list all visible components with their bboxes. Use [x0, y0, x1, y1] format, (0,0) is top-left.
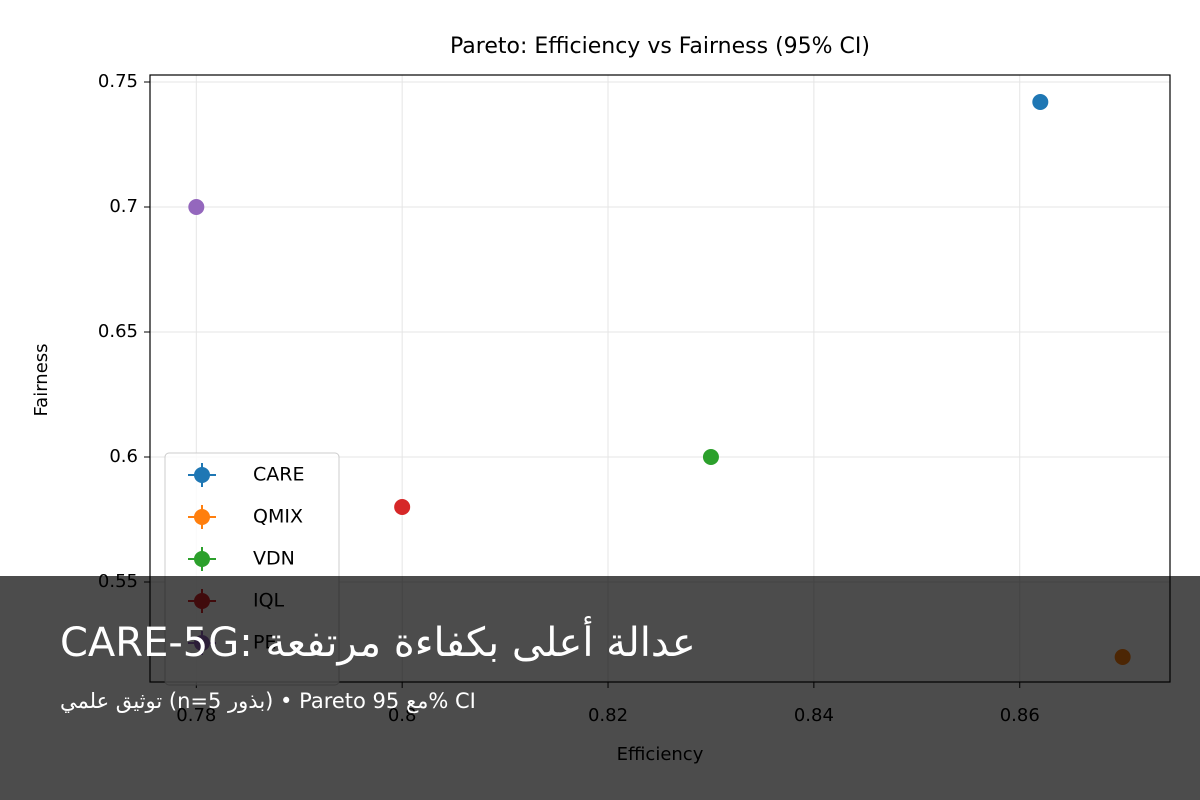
- overlay-subtitle: توثيق علمي (n=5 بذور) • Pareto مع 95% CI: [60, 689, 476, 713]
- legend-entry: VDN: [188, 547, 295, 571]
- legend-marker: [194, 509, 210, 525]
- point: [1032, 94, 1049, 110]
- legend-label: CARE: [253, 464, 304, 486]
- point: [702, 449, 719, 465]
- chart-title: Pareto: Efficiency vs Fairness (95% CI): [450, 34, 870, 59]
- point: [188, 199, 205, 215]
- overlay-banner: [0, 576, 1200, 800]
- point: [394, 499, 411, 515]
- y-tick-label: 0.75: [98, 71, 138, 92]
- legend-entry: CARE: [188, 463, 304, 487]
- legend-marker: [194, 467, 210, 483]
- y-tick-label: 0.65: [98, 321, 138, 342]
- y-tick-label: 0.6: [109, 446, 138, 467]
- legend-entry: QMIX: [188, 505, 303, 529]
- legend-label: VDN: [253, 548, 295, 570]
- overlay-title: CARE-5G: عدالة أعلى بكفاءة مرتفعة: [60, 616, 696, 666]
- y-tick-label: 0.7: [109, 196, 138, 217]
- legend-marker: [194, 551, 210, 567]
- legend-label: QMIX: [253, 506, 303, 528]
- y-axis-label: Fairness: [31, 343, 52, 416]
